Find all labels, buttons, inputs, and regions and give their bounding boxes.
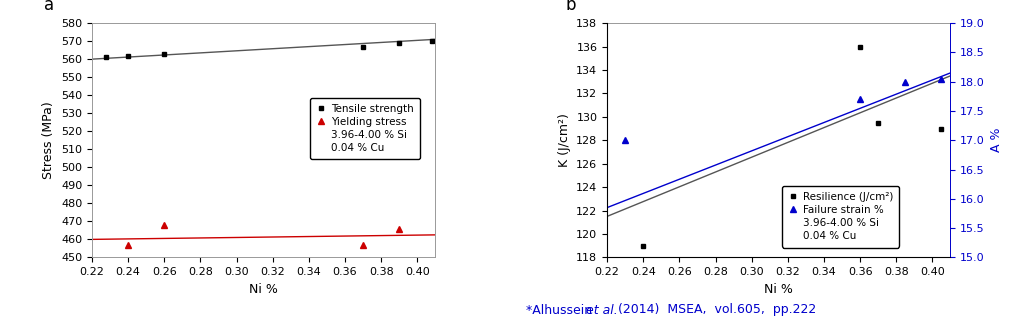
Text: et al.: et al. — [586, 304, 617, 316]
X-axis label: Ni %: Ni % — [764, 283, 793, 296]
Y-axis label: K (J/cm²): K (J/cm²) — [558, 113, 570, 167]
X-axis label: Ni %: Ni % — [249, 283, 278, 296]
Legend: Tensile strength, Yielding stress, 3.96-4.00 % Si, 0.04 % Cu: Tensile strength, Yielding stress, 3.96-… — [310, 98, 420, 159]
Text: b: b — [566, 0, 576, 14]
Y-axis label: A %: A % — [990, 128, 1004, 152]
Y-axis label: Stress (MPa): Stress (MPa) — [43, 101, 55, 179]
Legend: Resilience (J/cm²), Failure strain %, 3.96-4.00 % Si, 0.04 % Cu: Resilience (J/cm²), Failure strain %, 3.… — [782, 186, 899, 248]
Text: (2014)  MSEA,  vol.605,  pp.222: (2014) MSEA, vol.605, pp.222 — [614, 304, 817, 316]
Text: *Alhussein: *Alhussein — [526, 304, 597, 316]
Text: a: a — [44, 0, 54, 14]
